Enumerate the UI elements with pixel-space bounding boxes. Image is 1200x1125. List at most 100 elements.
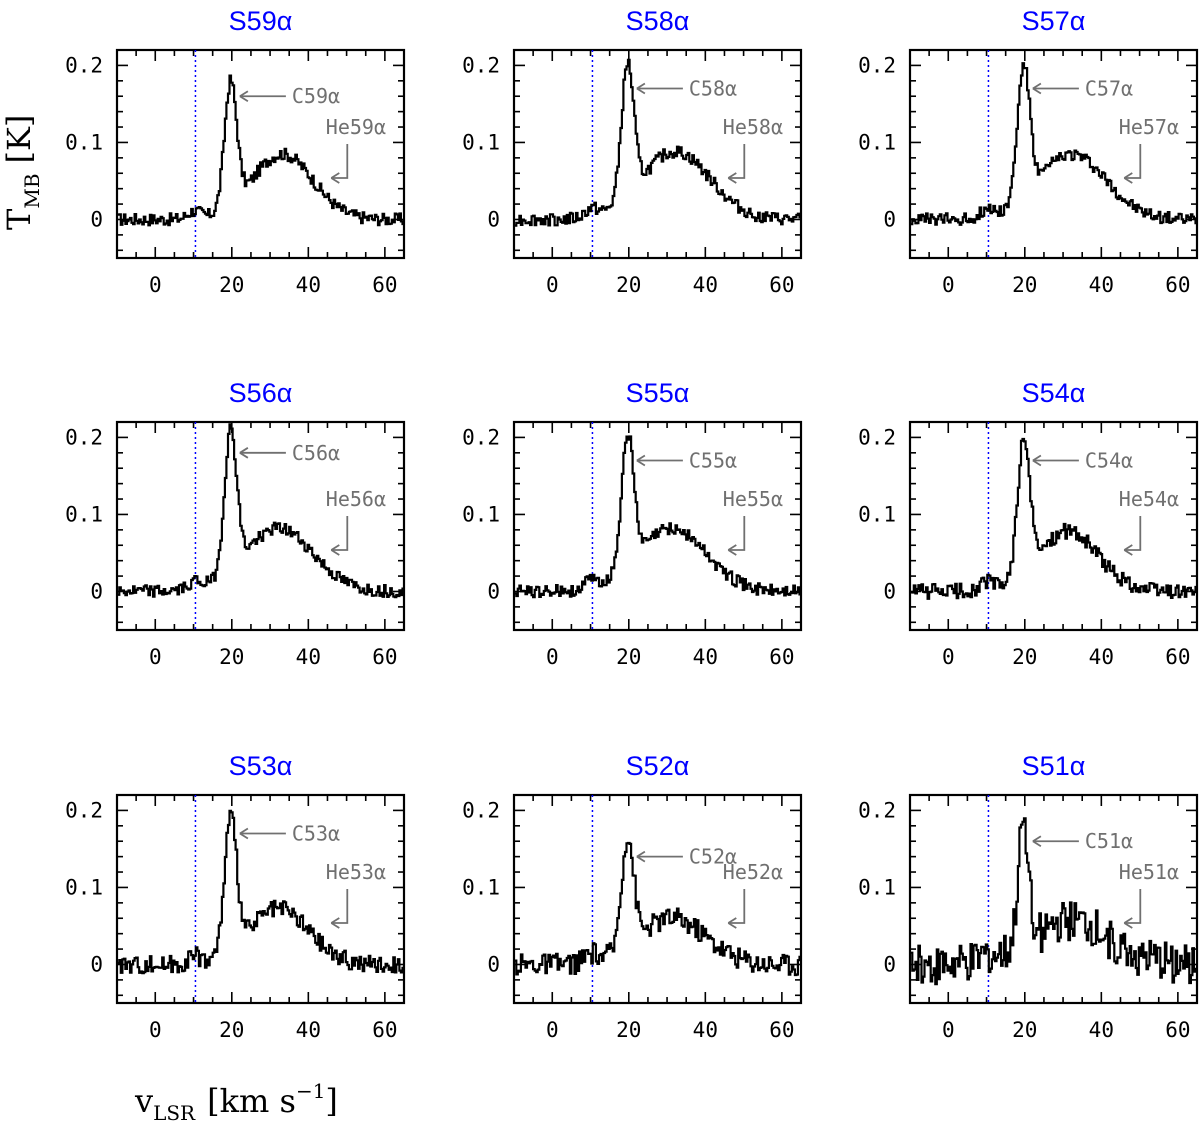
- y-axis-label-sub: MB: [20, 173, 44, 208]
- carbon-arrow-head: [239, 827, 249, 840]
- helium-arrow-shaft: [1124, 144, 1142, 179]
- x-tick-label: 0: [149, 273, 162, 297]
- panel-title: S54α: [1022, 378, 1086, 408]
- x-tick-label: 60: [372, 645, 397, 669]
- panel-title: S57α: [1022, 6, 1086, 36]
- carbon-line-label: C51α: [1085, 829, 1133, 853]
- spectrum-line: [910, 817, 1197, 986]
- x-axis-label-unit: [km s: [207, 1082, 296, 1120]
- helium-arrow-head: [727, 172, 737, 184]
- helium-arrow-head: [727, 917, 737, 929]
- helium-line-label: He58α: [723, 115, 783, 139]
- y-tick-label: 0: [487, 579, 500, 603]
- y-axis-label-main: T: [0, 208, 38, 230]
- x-axis-label-exponent: −1: [296, 1079, 325, 1103]
- panel-title: S58α: [626, 6, 690, 36]
- carbon-arrow-head: [239, 447, 249, 459]
- y-tick-label: 0.1: [858, 875, 896, 899]
- carbon-line-label: C55α: [689, 449, 737, 473]
- y-tick-label: 0.1: [462, 130, 500, 154]
- x-tick-label: 60: [1165, 645, 1190, 669]
- helium-arrow-shaft: [728, 144, 746, 179]
- spectrum-panel: S55α 0 20 40 60 0 0.1 0.2 C55α He55α: [462, 378, 803, 669]
- plot-frame: [512, 48, 803, 260]
- x-tick-label: 0: [546, 1018, 559, 1042]
- x-tick-label: 40: [693, 645, 718, 669]
- spectrum-panel: S53α 0 20 40 60 0 0.1 0.2 C53α He53α: [65, 751, 406, 1042]
- spectrum-line: [117, 74, 404, 227]
- helium-arrow-head: [727, 544, 737, 556]
- x-tick-label: 60: [1165, 1018, 1190, 1042]
- y-tick-label: 0: [90, 207, 103, 231]
- spectrum-panel: S54α 0 20 40 60 0 0.1 0.2 C54α He54α: [858, 378, 1199, 669]
- x-tick-label: 40: [296, 273, 321, 297]
- x-axis-label-main: v: [134, 1082, 153, 1120]
- y-tick-label: 0.1: [462, 875, 500, 899]
- spectrum-panel: S57α 0 20 40 60 0 0.1 0.2 C57α He57α: [858, 6, 1199, 297]
- y-tick-label: 0.1: [65, 502, 103, 526]
- x-tick-label: 40: [1089, 1018, 1114, 1042]
- carbon-line-label: C57α: [1085, 77, 1133, 101]
- helium-arrow-shaft: [1124, 889, 1142, 924]
- plot-frame: [512, 793, 803, 1005]
- y-tick-label: 0: [883, 952, 896, 976]
- helium-arrow-head: [1123, 172, 1133, 184]
- y-tick-label: 0.2: [462, 425, 500, 449]
- helium-line-label: He52α: [723, 860, 783, 884]
- y-tick-label: 0: [90, 952, 103, 976]
- x-tick-label: 40: [1089, 645, 1114, 669]
- y-tick-label: 0.2: [65, 53, 103, 77]
- x-axis-label-close: ]: [325, 1082, 337, 1120]
- spectrum-panel: S59α 0 20 40 60 0 0.1 0.2 C59α He59α: [65, 6, 406, 297]
- helium-arrow-head: [1123, 917, 1133, 929]
- y-tick-label: 0.2: [65, 425, 103, 449]
- panel-grid: S59α 0 20 40 60 0 0.1 0.2 C59α He59α S58α 0 20 40 60 0 0…: [65, 6, 1199, 1042]
- carbon-arrow-head: [1032, 82, 1042, 95]
- panel-title: S51α: [1022, 751, 1086, 781]
- panel-title: S55α: [626, 378, 690, 408]
- spectrum-panel: S56α 0 20 40 60 0 0.1 0.2 C56α He56α: [65, 378, 406, 669]
- x-tick-label: 20: [616, 273, 641, 297]
- spectrum-panel: S58α 0 20 40 60 0 0.1 0.2 C58α He58α: [462, 6, 803, 297]
- x-tick-label: 40: [693, 1018, 718, 1042]
- helium-arrow-head: [330, 172, 340, 184]
- helium-line-label: He51α: [1119, 860, 1179, 884]
- helium-line-label: He57α: [1119, 115, 1179, 139]
- x-tick-label: 60: [372, 1018, 397, 1042]
- x-tick-label: 0: [546, 273, 559, 297]
- x-tick-label: 40: [1089, 273, 1114, 297]
- helium-line-label: He54α: [1119, 487, 1179, 511]
- x-tick-label: 20: [219, 645, 244, 669]
- y-tick-label: 0.2: [462, 53, 500, 77]
- helium-arrow-shaft: [331, 889, 349, 924]
- plot-frame: [115, 48, 406, 260]
- x-tick-label: 20: [219, 1018, 244, 1042]
- helium-arrow-shaft: [728, 516, 746, 551]
- spectrum-line: [910, 437, 1197, 600]
- y-tick-label: 0: [883, 579, 896, 603]
- x-tick-label: 60: [769, 645, 794, 669]
- x-tick-label: 20: [616, 645, 641, 669]
- carbon-line-label: C54α: [1085, 449, 1133, 473]
- carbon-arrow-head: [636, 850, 646, 863]
- helium-arrow-shaft: [728, 889, 746, 924]
- x-tick-label: 0: [942, 645, 955, 669]
- y-tick-label: 0: [883, 207, 896, 231]
- y-tick-label: 0.2: [858, 798, 896, 822]
- y-tick-label: 0: [90, 579, 103, 603]
- plot-frame: [512, 420, 803, 632]
- x-tick-label: 60: [1165, 273, 1190, 297]
- x-tick-label: 60: [372, 273, 397, 297]
- y-tick-label: 0: [487, 207, 500, 231]
- carbon-line-label: C58α: [689, 77, 737, 101]
- x-tick-label: 0: [149, 645, 162, 669]
- helium-arrow-shaft: [1124, 516, 1142, 551]
- helium-line-label: He53α: [326, 860, 386, 884]
- carbon-line-label: C52α: [689, 845, 737, 869]
- plot-frame: [115, 793, 406, 1005]
- plot-frame: [908, 48, 1199, 260]
- plot-frame: [908, 793, 1199, 1005]
- y-tick-label: 0.1: [65, 130, 103, 154]
